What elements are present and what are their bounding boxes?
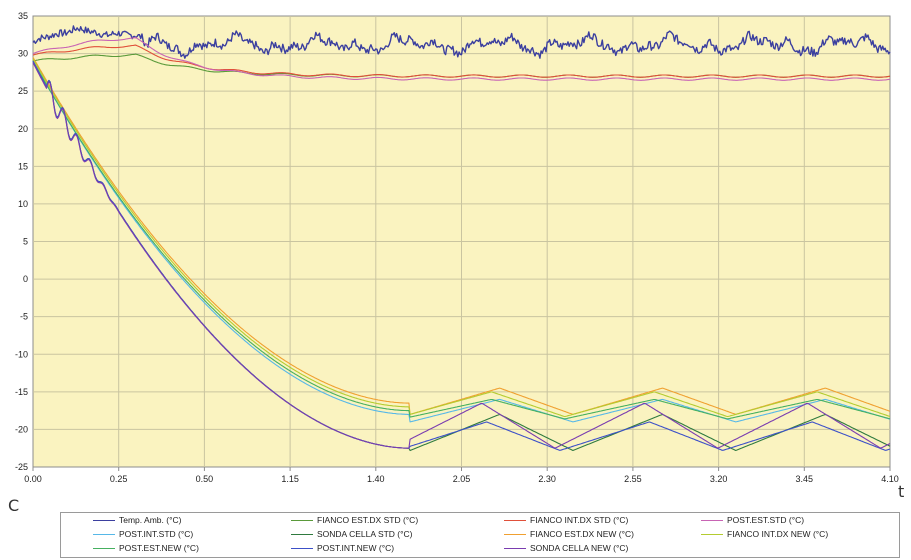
y-tick-label: 20	[18, 124, 28, 134]
legend-item: POST.INT.NEW (°C)	[291, 543, 394, 553]
series-line-1	[32, 25, 891, 59]
legend-label: SONDA CELLA NEW (°C)	[530, 543, 629, 553]
y-tick-label: -5	[20, 312, 28, 322]
y-tick-label: 15	[18, 161, 28, 171]
y-tick-label: 25	[18, 86, 28, 96]
y-tick-label: 30	[18, 49, 28, 59]
legend-swatch	[504, 519, 526, 521]
legend-swatch	[291, 519, 313, 521]
series-line-5	[32, 60, 891, 423]
y-tick-label: 35	[18, 11, 28, 21]
y-tick-label: -20	[15, 424, 28, 434]
legend-label: POST.EST.STD (°C)	[727, 515, 805, 525]
x-tick-label: 0.50	[196, 474, 214, 484]
legend-swatch	[701, 519, 723, 521]
legend-item: POST.EST.STD (°C)	[701, 515, 804, 525]
legend-item: FIANCO INT.DX NEW (°C)	[701, 529, 828, 539]
legend-label: POST.EST.NEW (°C)	[119, 543, 199, 553]
legend-swatch	[93, 547, 115, 549]
legend-item: SONDA CELLA STD (°C)	[291, 529, 413, 539]
legend-label: Temp. Amb. (°C)	[119, 515, 182, 525]
series-line-3	[32, 44, 891, 78]
legend-swatch	[504, 547, 526, 549]
legend-label: FIANCO INT.DX STD (°C)	[530, 515, 629, 525]
x-tick-label: 2.30	[538, 474, 556, 484]
series-line-8	[32, 58, 891, 418]
series-line-11	[32, 62, 891, 449]
legend-swatch	[701, 533, 723, 535]
y-tick-label: 10	[18, 199, 28, 209]
legend-item: Temp. Amb. (°C)	[93, 515, 181, 525]
x-tick-label: 3.45	[796, 474, 814, 484]
x-tick-label: 1.15	[281, 474, 299, 484]
legend-label: POST.INT.NEW (°C)	[317, 543, 395, 553]
legend: Temp. Amb. (°C) FIANCO EST.DX STD (°C) FIA…	[60, 512, 900, 558]
y-tick-label: 0	[23, 274, 28, 284]
legend-item: POST.INT.STD (°C)	[93, 529, 193, 539]
legend-swatch	[291, 547, 313, 549]
legend-swatch	[93, 533, 115, 535]
legend-label: POST.INT.STD (°C)	[119, 529, 194, 539]
legend-item: FIANCO EST.DX NEW (°C)	[504, 529, 634, 539]
y-tick-label: 5	[23, 237, 28, 247]
y-tick-label: -10	[15, 349, 28, 359]
series-line-4	[32, 37, 891, 81]
legend-label: FIANCO EST.DX STD (°C)	[317, 515, 419, 525]
x-tick-label: 3.20	[710, 474, 728, 484]
legend-swatch	[291, 533, 313, 535]
legend-label: FIANCO INT.DX NEW (°C)	[727, 529, 829, 539]
legend-item: POST.EST.NEW (°C)	[93, 543, 199, 553]
legend-item: FIANCO EST.DX STD (°C)	[291, 515, 418, 525]
legend-swatch	[93, 519, 115, 521]
y-axis-label: C	[8, 496, 20, 515]
x-tick-label: 2.05	[453, 474, 471, 484]
x-tick-label: 2.55	[624, 474, 642, 484]
x-axis-label: t	[898, 482, 905, 501]
series-line-9	[32, 60, 891, 420]
x-tick-label: 0.25	[110, 474, 128, 484]
x-tick-label: 1.40	[367, 474, 385, 484]
x-tick-label: 0.00	[24, 474, 42, 484]
legend-item: FIANCO INT.DX STD (°C)	[504, 515, 628, 525]
legend-label: SONDA CELLA STD (°C)	[317, 529, 413, 539]
y-tick-label: -25	[15, 462, 28, 472]
legend-swatch	[504, 533, 526, 535]
legend-item: SONDA CELLA NEW (°C)	[504, 543, 628, 553]
x-tick-label: 4.10	[881, 474, 899, 484]
legend-label: FIANCO EST.DX NEW (°C)	[530, 529, 634, 539]
chart-area: 35 30 25 20 15 10 5 0 -5 -10 -15 -20 -25 0.00 0.25 0.50…	[15, 11, 899, 484]
y-tick-label: -15	[15, 387, 28, 397]
